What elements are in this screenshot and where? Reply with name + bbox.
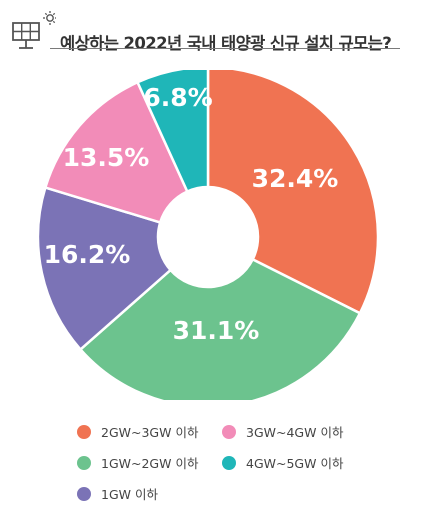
legend-item-2gw-3gw: 2GW~3GW 이하 <box>77 422 198 441</box>
legend-label: 1GW~2GW 이하 <box>101 456 199 471</box>
slice-3gw-4gw <box>43 80 189 225</box>
legend-label: 4GW~5GW 이하 <box>246 456 344 471</box>
legend-label: 1GW 이하 <box>101 487 158 502</box>
data-label-1gw-2gw: 31.1% <box>173 316 260 345</box>
legend-item-1gw: 1GW 이하 <box>77 484 158 503</box>
legend-swatch <box>222 424 236 439</box>
title-underline <box>50 48 400 49</box>
legend-item-4gw-5gw: 4GW~5GW 이하 <box>222 453 343 472</box>
slice-4gw-5gw <box>135 70 210 194</box>
legend-label: 3GW~4GW 이하 <box>246 425 344 440</box>
slice-1gw <box>36 185 173 352</box>
data-label-2gw-3gw: 32.4% <box>252 164 339 193</box>
legend-item-1gw-2gw: 1GW~2GW 이하 <box>77 453 198 472</box>
legend-label: 2GW~3GW 이하 <box>101 425 199 440</box>
slice-2gw-3gw <box>206 70 380 315</box>
data-label-3gw-4gw: 13.5% <box>63 143 150 172</box>
legend-item-3gw-4gw: 3GW~4GW 이하 <box>222 422 343 441</box>
legend-swatch <box>77 424 91 439</box>
chart-title: 예상하는 2022년 국내 태양광 신규 설치 규모는? <box>60 34 392 53</box>
data-label-4gw-5gw: 6.8% <box>143 83 212 112</box>
donut-chart: 32.4% 31.1% 16.2% 13.5% 6.8% <box>36 70 380 400</box>
header: 예상하는 2022년 국내 태양광 신규 설치 규모는? <box>10 8 420 58</box>
solar-panel-icon <box>12 11 56 49</box>
legend-swatch <box>222 455 236 470</box>
legend-swatch <box>77 455 91 470</box>
data-label-1gw: 16.2% <box>44 240 131 269</box>
legend-swatch <box>77 486 91 501</box>
slice-1gw-2gw <box>78 257 362 400</box>
